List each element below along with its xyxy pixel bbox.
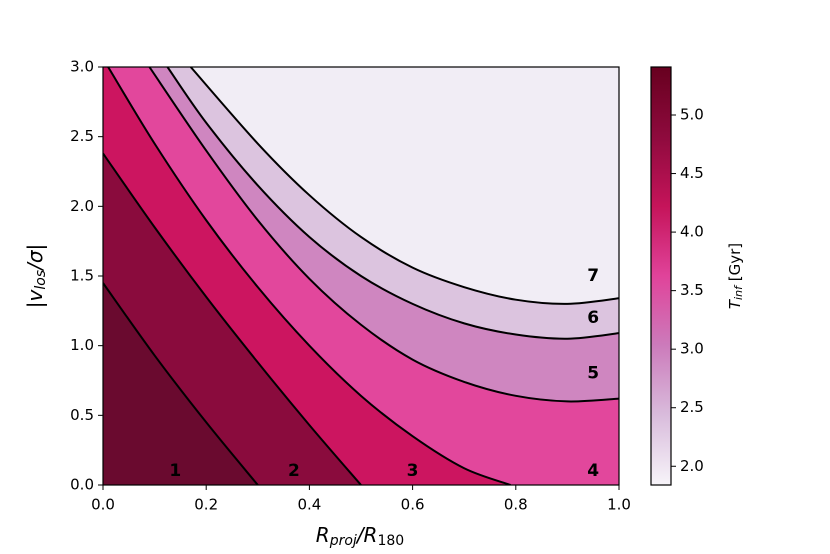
x-tick-label: 0.6 (401, 496, 425, 514)
y-tick-label: 1.0 (70, 336, 94, 354)
y-tick-label: 2.5 (70, 127, 94, 145)
x-tick-label: 0.4 (297, 496, 321, 514)
x-tick-label: 1.0 (607, 496, 631, 514)
region-label: 3 (407, 461, 419, 481)
region-label: 4 (587, 461, 599, 481)
colorbar-tick-label: 2.5 (680, 398, 704, 416)
y-tick-label: 1.5 (70, 267, 94, 285)
region (103, 282, 258, 485)
region-label: 2 (288, 461, 300, 481)
region-label: 1 (169, 461, 181, 481)
y-tick-label: 0.5 (70, 406, 94, 424)
boundary-curve (148, 67, 619, 403)
colorbar-label: Tinf [Gyr] (726, 243, 746, 309)
curves (103, 67, 619, 485)
x-tick-label: 0.8 (504, 496, 528, 514)
boundary-curve (189, 67, 619, 305)
boundary-curve (107, 67, 511, 485)
region-label: 5 (587, 364, 599, 384)
y-tick-label: 0.0 (70, 476, 94, 494)
x-axis-label: Rproj/R180 (316, 523, 404, 550)
x-tick-label: 0.2 (194, 496, 218, 514)
region-label: 6 (587, 308, 599, 328)
colorbar-tick-label: 4.5 (680, 164, 704, 182)
colorbar-tick-label: 2.0 (680, 457, 704, 475)
y-tick-label: 3.0 (70, 58, 94, 76)
region-label: 7 (587, 266, 599, 286)
colorbar-tick-label: 5.0 (680, 106, 704, 124)
y-tick-label: 2.0 (70, 197, 94, 215)
colorbar (650, 66, 672, 486)
y-axis-label: |vlos/σ| (23, 244, 50, 308)
colorbar-tick-label: 3.0 (680, 340, 704, 358)
x-tick-label: 0.0 (91, 496, 115, 514)
boundary-curve (166, 67, 619, 340)
boundary-curve (103, 152, 362, 485)
colorbar-tick-label: 4.0 (680, 223, 704, 241)
colorbar-tick-label: 3.5 (680, 281, 704, 299)
boundary-curve (103, 282, 259, 485)
